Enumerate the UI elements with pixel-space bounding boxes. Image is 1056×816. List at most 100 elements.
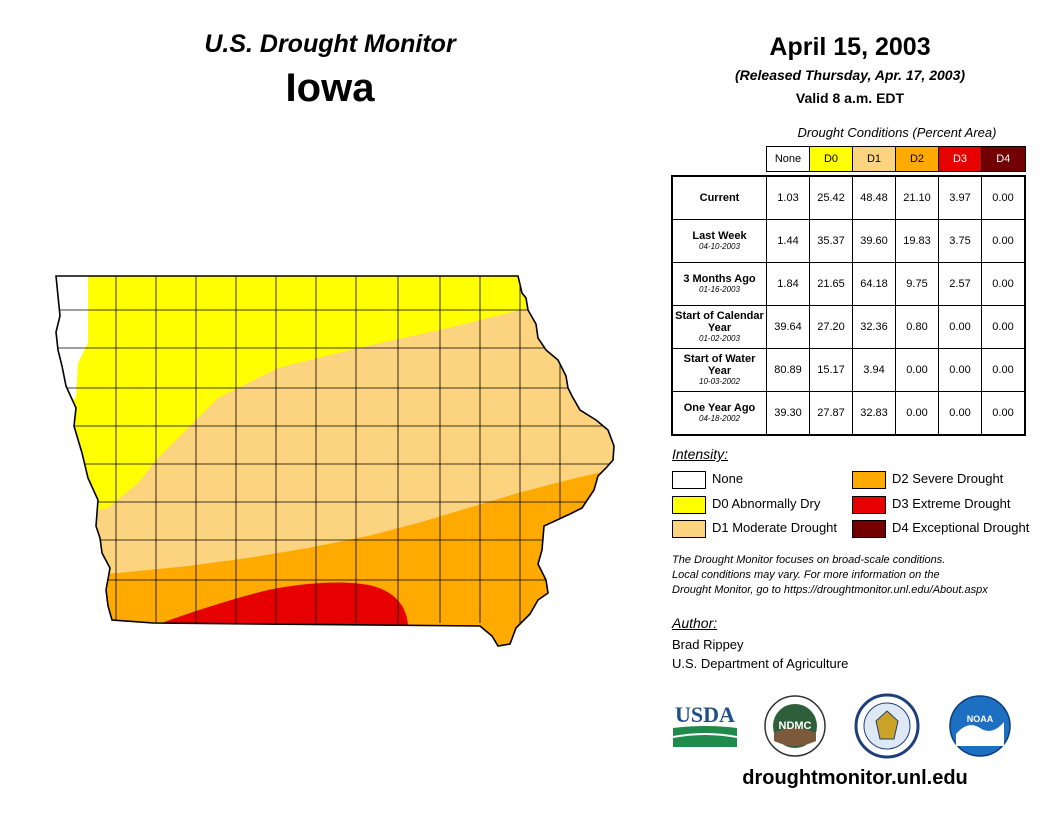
doc-seal-logo <box>854 693 920 759</box>
ndmc-logo: NDMC <box>764 695 826 757</box>
noaa-logo: NOAA <box>949 695 1011 757</box>
table-cell: 0.00 <box>981 305 1026 349</box>
table-row: 3 Months Ago 01-16-2003 1.84 21.65 64.18 9.75… <box>671 262 1026 306</box>
row-label: Last Week 04-10-2003 <box>671 219 767 263</box>
release-date: (Released Thursday, Apr. 17, 2003) <box>734 67 966 83</box>
map-date: April 15, 2003 <box>769 33 931 61</box>
table-cell: 0.00 <box>938 305 982 349</box>
row-date: 04-10-2003 <box>699 242 740 251</box>
row-label: Start of Water Year 10-03-2002 <box>671 348 767 392</box>
legend-item-d3: D3 Extreme Drought <box>852 495 1011 514</box>
note-line-1: The Drought Monitor focuses on broad-sca… <box>672 554 946 566</box>
table-cell: 3.75 <box>938 219 982 263</box>
row-label-text: Start of Water Year <box>683 353 756 377</box>
legend-title: Intensity: <box>672 446 729 462</box>
table-cell: 0.00 <box>981 175 1026 220</box>
col-header-d0: D0 <box>809 146 853 172</box>
table-cell: 19.83 <box>895 219 939 263</box>
col-header-d2: D2 <box>895 146 939 172</box>
table-cell: 35.37 <box>809 219 853 263</box>
author-org: U.S. Department of Agriculture <box>672 656 849 671</box>
legend-item-d4: D4 Exceptional Drought <box>852 519 1029 538</box>
table-cell: 1.03 <box>766 175 810 220</box>
table-cell: 25.42 <box>809 175 853 220</box>
state-outline <box>55 275 615 647</box>
table-cell: 39.60 <box>852 219 896 263</box>
table-cell: 32.36 <box>852 305 896 349</box>
d0-area <box>56 276 614 518</box>
row-date: 04-18-2002 <box>699 414 740 423</box>
table-cell: 0.00 <box>981 348 1026 392</box>
row-date: 10-03-2002 <box>699 377 740 386</box>
legend-item-d0: D0 Abnormally Dry <box>672 495 820 514</box>
table-cell: 0.00 <box>981 262 1026 306</box>
valid-time: Valid 8 a.m. EDT <box>795 90 905 106</box>
table-cell: 1.84 <box>766 262 810 306</box>
table-cell: 39.30 <box>766 391 810 436</box>
table-cell: 2.57 <box>938 262 982 306</box>
author-name: Brad Rippey <box>672 637 744 652</box>
row-label-text: Start of Calendar Year <box>675 310 764 334</box>
row-label: 3 Months Ago 01-16-2003 <box>671 262 767 306</box>
table-cell: 3.94 <box>852 348 896 392</box>
table-cell: 39.64 <box>766 305 810 349</box>
table-title: Drought Conditions (Percent Area) <box>797 125 997 140</box>
row-label-text: 3 Months Ago <box>683 273 756 285</box>
row-label-text: One Year Ago <box>683 402 756 414</box>
iowa-drought-map <box>55 275 615 647</box>
row-label: Current <box>671 175 767 220</box>
table-row: Current 1.03 25.42 48.48 21.10 3.97 0.00 <box>671 175 1026 220</box>
table-cell: 0.00 <box>895 348 939 392</box>
drought-conditions-table: None D0 D1 D2 D3 D4 Current 1.03 25.42 48.4… <box>671 146 1026 436</box>
svg-text:NDMC: NDMC <box>779 720 812 732</box>
table-row: Start of Calendar Year 01-02-2003 39.64 27.… <box>671 305 1026 349</box>
table-cell: 32.83 <box>852 391 896 436</box>
row-label-text: Last Week <box>692 230 747 242</box>
col-header-d1: D1 <box>852 146 896 172</box>
table-corner <box>672 146 767 172</box>
row-label: One Year Ago 04-18-2002 <box>671 391 767 436</box>
table-cell: 15.17 <box>809 348 853 392</box>
table-cell: 0.00 <box>981 219 1026 263</box>
website-link[interactable]: droughtmonitor.unl.edu <box>742 767 968 789</box>
table-cell: 9.75 <box>895 262 939 306</box>
state-name: Iowa <box>285 66 375 110</box>
author-title: Author: <box>672 615 718 631</box>
table-cell: 27.87 <box>809 391 853 436</box>
table-cell: 0.80 <box>895 305 939 349</box>
table-cell: 64.18 <box>852 262 896 306</box>
table-cell: 3.97 <box>938 175 982 220</box>
info-note: The Drought Monitor focuses on broad-sca… <box>672 553 1042 598</box>
table-cell: 80.89 <box>766 348 810 392</box>
d2-area <box>56 468 614 646</box>
svg-text:NOAA: NOAA <box>967 714 994 724</box>
note-line-3: Drought Monitor, go to https://droughtmo… <box>672 584 988 596</box>
legend-item-d1: D1 Moderate Drought <box>672 519 837 538</box>
table-row: Last Week 04-10-2003 1.44 35.37 39.60 19.83 3.… <box>671 219 1026 263</box>
table-cell: 21.10 <box>895 175 939 220</box>
col-header-none: None <box>766 146 810 172</box>
table-row: One Year Ago 04-18-2002 39.30 27.87 32.83 0.0… <box>671 391 1026 436</box>
col-header-d4: D4 <box>981 146 1026 172</box>
row-date: 01-16-2003 <box>699 285 740 294</box>
county-lines <box>56 276 614 623</box>
table-cell: 0.00 <box>938 348 982 392</box>
row-label-text: Current <box>699 192 740 204</box>
col-header-d3: D3 <box>938 146 982 172</box>
table-cell: 0.00 <box>895 391 939 436</box>
legend-item-none: None <box>672 470 743 489</box>
table-cell: 48.48 <box>852 175 896 220</box>
table-cell: 21.65 <box>809 262 853 306</box>
table-cell: 0.00 <box>938 391 982 436</box>
map-title: U.S. Drought Monitor <box>204 30 456 58</box>
usda-logo: USDA <box>673 702 737 747</box>
row-label: Start of Calendar Year 01-02-2003 <box>671 305 767 349</box>
table-cell: 0.00 <box>981 391 1026 436</box>
svg-text:USDA: USDA <box>675 702 735 727</box>
note-line-2: Local conditions may vary. For more info… <box>672 569 940 581</box>
table-cell: 27.20 <box>809 305 853 349</box>
row-date: 01-02-2003 <box>699 334 740 343</box>
table-cell: 1.44 <box>766 219 810 263</box>
legend-item-d2: D2 Severe Drought <box>852 470 1003 489</box>
table-row: Start of Water Year 10-03-2002 80.89 15.17 3… <box>671 348 1026 392</box>
